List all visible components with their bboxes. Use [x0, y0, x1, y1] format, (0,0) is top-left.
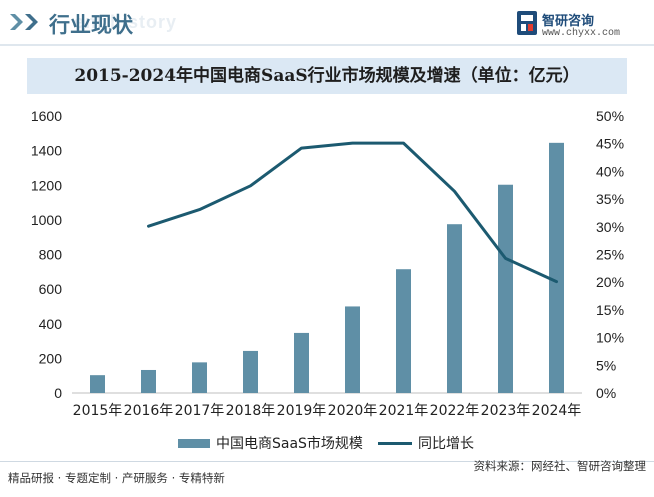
bar: [447, 224, 462, 393]
y-right-tick-label: 10%: [596, 330, 624, 346]
x-tick-label: 2022年: [430, 403, 480, 419]
y-left-tick-label: 0: [54, 385, 62, 401]
y-right-tick-label: 45%: [596, 136, 624, 152]
y-right-tick-label: 35%: [596, 191, 624, 207]
y-left-tick-label: 1400: [31, 143, 62, 159]
legend-swatch-line: [378, 441, 412, 445]
chevron-right-icon: [10, 14, 23, 30]
bar: [498, 184, 513, 393]
bar: [192, 362, 207, 393]
x-tick-label: 2020年: [328, 403, 378, 419]
legend-label-line: 同比增长: [418, 436, 474, 452]
x-tick-label: 2021年: [379, 403, 429, 419]
x-tick-label: 2019年: [277, 403, 327, 419]
section-title: 行业现状: [49, 13, 133, 37]
legend: 中国电商SaaS市场规模 同比增长: [0, 432, 654, 454]
x-tick-label: 2018年: [226, 403, 276, 419]
y-right-tick-label: 30%: [596, 219, 624, 235]
x-tick-label: 2017年: [175, 403, 225, 419]
y-left-tick-label: 200: [39, 350, 63, 366]
y-right-tick-label: 20%: [596, 274, 624, 290]
x-tick-label: 2015年: [73, 403, 123, 419]
y-right-tick-label: 5%: [596, 357, 616, 373]
chevron-right-icon: [25, 14, 38, 30]
bar: [396, 269, 411, 393]
y-right-tick-label: 50%: [596, 108, 624, 124]
brand-logo: 智研咨询 www.chyxx.com: [514, 8, 644, 44]
y-left-tick-label: 400: [39, 316, 63, 332]
y-right-tick-label: 15%: [596, 302, 624, 318]
header-watermark-text: ent history: [74, 12, 178, 32]
y-left-tick-label: 800: [39, 247, 63, 263]
legend-item-bar: 中国电商SaaS市场规模: [178, 432, 363, 454]
y-left-tick-label: 1600: [31, 108, 62, 124]
y-left-tick-label: 1000: [31, 212, 62, 228]
chart-title-box: 2015-2024年中国电商SaaS行业市场规模及增速（单位：亿元）: [27, 58, 627, 94]
legend-item-line: 同比增长: [378, 432, 474, 454]
header-divider: [0, 44, 654, 46]
brand-name: 智研咨询: [542, 14, 595, 29]
bar: [243, 350, 258, 393]
legend-label-bar: 中国电商SaaS市场规模: [216, 436, 363, 452]
bar: [90, 375, 105, 393]
bar: [345, 306, 360, 393]
footer: 精品研报 · 专题定制 · 产研服务 · 专精特新 资料来源：网经社、智研咨询整…: [0, 459, 654, 497]
header: ent history 行业现状 智研咨询 www.chyxx.com: [0, 0, 654, 46]
series-line-growth: [147, 141, 558, 284]
chart-title: 2015-2024年中国电商SaaS行业市场规模及增速（单位：亿元）: [74, 66, 580, 86]
brand-url: www.chyxx.com: [542, 28, 621, 39]
x-tick-label: 2024年: [532, 403, 582, 419]
y-right-tick-label: 0%: [596, 385, 616, 401]
y-left-tick-label: 600: [39, 281, 63, 297]
footer-tagline: 精品研报 · 专题定制 · 产研服务 · 专精特新: [8, 471, 225, 485]
bar: [294, 332, 309, 393]
x-tick-label: 2023年: [481, 403, 531, 419]
y-left-tick-label: 1200: [31, 177, 62, 193]
footer-source: 资料来源：网经社、智研咨询整理: [473, 459, 647, 473]
brand-logo-icon: [517, 11, 537, 35]
x-tick-label: 2016年: [124, 403, 174, 419]
y-right-tick-label: 25%: [596, 247, 624, 263]
bar: [141, 369, 156, 393]
y-right-tick-label: 40%: [596, 163, 624, 179]
bar: [549, 142, 564, 393]
footer-divider: [0, 461, 654, 462]
legend-swatch-bar: [178, 438, 210, 448]
